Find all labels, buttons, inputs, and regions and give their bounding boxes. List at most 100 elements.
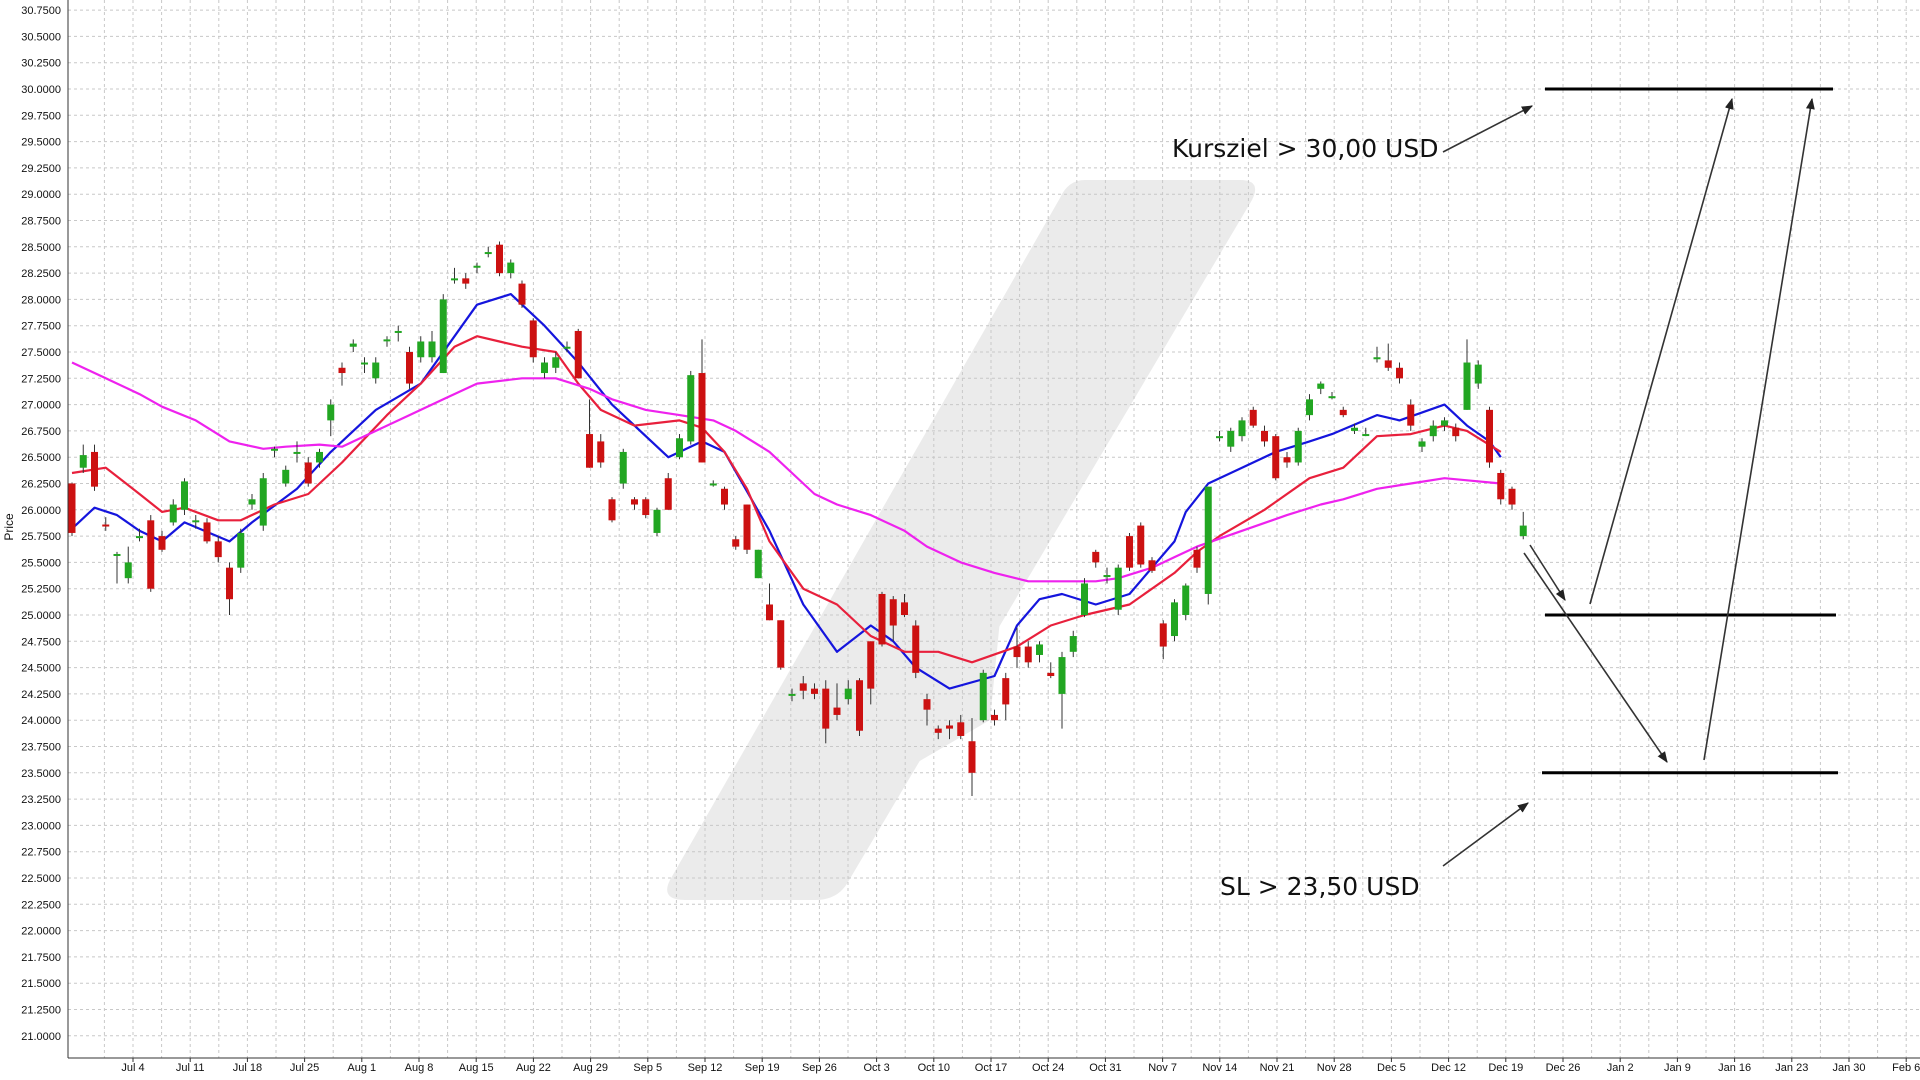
candle-body [1216,436,1223,439]
candle [361,357,368,374]
candle [1002,672,1010,721]
candle-body [991,714,998,721]
candle-body [856,680,863,731]
x-tick-label: Sep 19 [745,1062,780,1074]
candle-body [946,725,953,729]
x-tick-label: Aug 29 [573,1062,608,1074]
candle-body [799,683,807,691]
candle-body [1429,425,1437,437]
x-tick-label: Dec 26 [1546,1062,1581,1074]
candle-body [653,509,661,533]
watermark-notch [870,540,1008,790]
candle-body [248,499,256,505]
candle-body [383,339,391,342]
candle-body [889,599,897,626]
candle [1249,406,1257,428]
x-tick-label: Oct 24 [1032,1062,1064,1074]
candle-body [743,504,751,550]
candle-body [1159,623,1167,647]
candle [856,678,863,736]
y-tick-label: 26.0000 [21,505,61,517]
candle-body [1081,583,1088,615]
candle [1508,486,1516,510]
candle [709,480,717,487]
x-tick-label: Oct 17 [975,1062,1007,1074]
x-tick-label: Jul 11 [176,1062,205,1074]
x-tick-label: Jan 2 [1607,1062,1634,1074]
candle [1519,511,1527,540]
y-tick-label: 29.5000 [21,137,61,149]
candle-body [439,299,447,374]
candle [417,336,425,363]
candle-body [1294,430,1302,463]
candle [732,536,740,550]
candle [1261,425,1268,447]
y-tick-label: 27.2500 [21,373,61,385]
x-tick-label: Oct 31 [1089,1062,1121,1074]
candle [743,504,751,554]
moving-average-line-1 [71,293,1502,690]
candle-body [563,346,571,349]
x-tick-label: Jul 25 [290,1062,319,1074]
candle-body [1373,357,1381,360]
candle-body [1441,420,1448,426]
candle [1103,567,1111,584]
candle-body [1339,409,1347,416]
candle [203,518,211,544]
candle [327,399,335,437]
candle-body [496,244,503,274]
candle [316,448,323,468]
candle [1216,430,1223,442]
candle [1024,641,1032,668]
candle [1126,532,1133,571]
candle [181,478,188,516]
y-tick-label: 24.0000 [21,715,61,727]
candle [192,515,200,529]
candle [1238,417,1246,442]
x-tick-label: Oct 10 [918,1062,950,1074]
candle [113,551,121,584]
candle-body [1351,427,1358,431]
candle-body [597,441,605,463]
x-tick-label: Aug 15 [459,1062,494,1074]
x-tick-label: Jan 9 [1664,1062,1691,1074]
candle-body [214,541,222,558]
x-tick-label: Nov 14 [1202,1062,1237,1074]
y-tick-label: 29.7500 [21,110,61,122]
candle-body [226,567,233,600]
y-tick-label: 23.5000 [21,768,61,780]
y-tick-label: 29.2500 [21,163,61,175]
y-tick-label: 25.7500 [21,531,61,543]
grid-horizontal [68,9,1920,1037]
candle-body [327,404,335,421]
candle [822,680,830,744]
y-tick-label: 25.0000 [21,610,61,622]
y-tick-label: 21.2500 [21,1005,61,1017]
moving-average-line-3 [71,361,1501,583]
axes [67,0,1920,1059]
candle [811,683,818,700]
y-tick-labels: 21.0000 21.2500 21.5000 21.7500 22.0000 22.25… [21,5,61,1043]
candle [1058,651,1066,729]
y-tick-label: 28.7500 [21,216,61,228]
candle [293,441,301,463]
y-tick-label: 26.5000 [21,452,61,464]
candle-body [844,688,852,700]
candle [721,486,728,510]
y-tick-label: 28.0000 [21,294,61,306]
candle [597,434,605,468]
candle [1294,427,1302,466]
candle-body [282,469,290,484]
candle-body [1474,364,1482,384]
x-tick-label: Sep 26 [802,1062,837,1074]
candle-body [1148,560,1156,571]
candle-body [1306,399,1313,416]
y-tick-label: 24.7500 [21,636,61,648]
candle [529,318,537,363]
y-tick-label: 28.2500 [21,268,61,280]
candle-body [541,362,548,374]
candle-body [721,488,728,505]
x-tick-label: Sep 5 [633,1062,662,1074]
x-tick-label: Sep 12 [688,1062,723,1074]
y-tick-label: 27.7500 [21,321,61,333]
